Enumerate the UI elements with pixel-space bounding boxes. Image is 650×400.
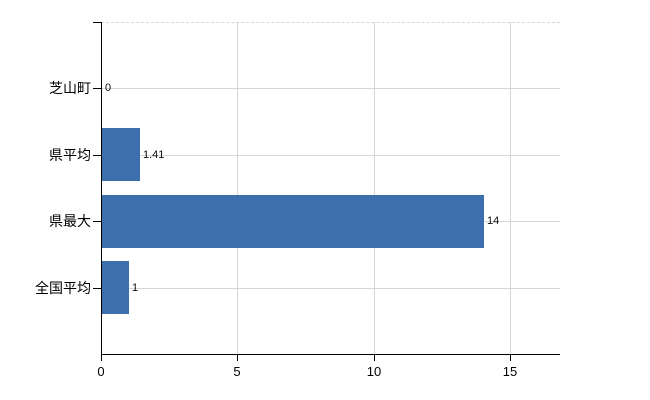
- bar: [102, 128, 140, 181]
- plot-top-border: [101, 22, 560, 23]
- x-axis-tick: [237, 354, 238, 361]
- value-label: 0: [105, 82, 112, 94]
- y-axis-line: [101, 22, 102, 354]
- x-axis-tick: [510, 354, 511, 361]
- x-axis-line: [101, 354, 560, 355]
- y-axis-tick: [93, 22, 101, 23]
- bar: [102, 195, 484, 248]
- value-label: 1.41: [143, 149, 165, 161]
- category-label: 芝山町: [49, 80, 91, 96]
- x-axis-tick: [374, 354, 375, 361]
- x-tick-label: 5: [233, 364, 241, 379]
- bar: [102, 261, 129, 314]
- x-axis-tick: [101, 354, 102, 361]
- gridline-horizontal: [101, 155, 560, 156]
- y-axis-tick: [93, 155, 101, 156]
- gridline-horizontal: [101, 288, 560, 289]
- gridline-vertical: [237, 22, 238, 354]
- x-tick-label: 10: [366, 364, 382, 379]
- value-label: 14: [487, 215, 500, 227]
- y-axis-tick: [93, 288, 101, 289]
- gridline-vertical: [510, 22, 511, 354]
- category-label: 全国平均: [35, 280, 91, 296]
- value-label: 1: [132, 282, 139, 294]
- category-label: 県最大: [49, 213, 91, 229]
- category-label: 県平均: [49, 147, 91, 163]
- x-tick-label: 15: [502, 364, 518, 379]
- gridline-vertical: [374, 22, 375, 354]
- x-tick-label: 0: [97, 364, 105, 379]
- gridline-horizontal: [101, 88, 560, 89]
- y-axis-tick: [93, 221, 101, 222]
- y-axis-tick: [93, 88, 101, 89]
